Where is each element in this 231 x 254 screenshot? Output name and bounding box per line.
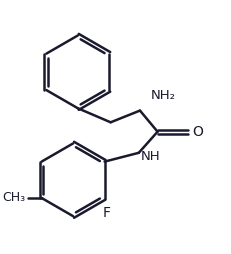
Text: CH₃: CH₃: [2, 192, 25, 204]
Text: NH₂: NH₂: [151, 89, 176, 102]
Text: F: F: [103, 206, 111, 220]
Text: O: O: [192, 125, 203, 139]
Text: NH: NH: [141, 150, 160, 163]
